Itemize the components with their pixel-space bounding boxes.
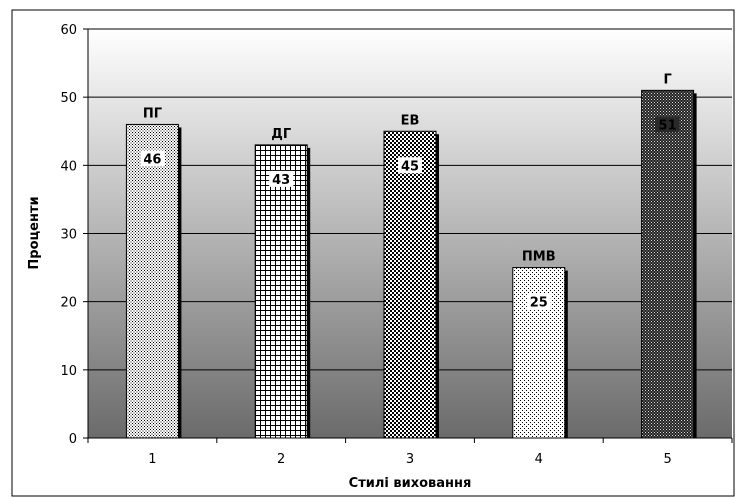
value-label: 45 bbox=[401, 159, 419, 174]
bar bbox=[512, 267, 566, 439]
value-label-bg bbox=[655, 116, 680, 133]
x-tick-label: 1 bbox=[148, 452, 156, 467]
y-tick-label: 0 bbox=[69, 432, 77, 447]
bar bbox=[641, 89, 695, 439]
y-tick-label: 60 bbox=[60, 23, 77, 38]
value-label: 46 bbox=[143, 152, 161, 167]
x-tick-label: 5 bbox=[663, 452, 671, 467]
bar bbox=[125, 123, 179, 439]
x-axis-title: Стилі виховання bbox=[349, 476, 472, 491]
value-label-bg bbox=[526, 293, 551, 310]
value-label: 43 bbox=[272, 173, 290, 188]
x-tick-label: 4 bbox=[535, 452, 543, 467]
value-label-bg bbox=[269, 170, 294, 187]
y-axis-title: Проценти bbox=[27, 196, 42, 269]
y-tick-label: 30 bbox=[60, 228, 77, 243]
x-tick-label: 3 bbox=[406, 452, 414, 467]
y-tick-label: 50 bbox=[60, 91, 77, 106]
bar-label: ПГ bbox=[143, 106, 162, 121]
bar-label: ПМВ bbox=[522, 250, 556, 265]
value-label-bg bbox=[398, 157, 422, 174]
value-label-bg bbox=[140, 150, 165, 167]
y-axis: 0 10 20 30 40 50 60 bbox=[60, 23, 89, 447]
bar-label: Г bbox=[663, 72, 671, 87]
x-axis: 1 2 3 4 5 bbox=[87, 437, 733, 467]
bars: ПГ 46 ДГ 43 ЕВ 45 ПМВ 25 Г 51 bbox=[125, 72, 697, 439]
value-label: 25 bbox=[530, 296, 548, 311]
y-tick-label: 20 bbox=[60, 296, 77, 311]
y-tick-label: 10 bbox=[60, 364, 77, 379]
bar bbox=[383, 130, 437, 439]
bar-label: ЕВ bbox=[401, 113, 420, 128]
bar-label: ДГ bbox=[271, 127, 291, 142]
y-tick-label: 40 bbox=[60, 159, 77, 174]
x-tick-label: 2 bbox=[277, 452, 285, 467]
value-label: 51 bbox=[659, 118, 677, 133]
bar bbox=[254, 144, 308, 439]
